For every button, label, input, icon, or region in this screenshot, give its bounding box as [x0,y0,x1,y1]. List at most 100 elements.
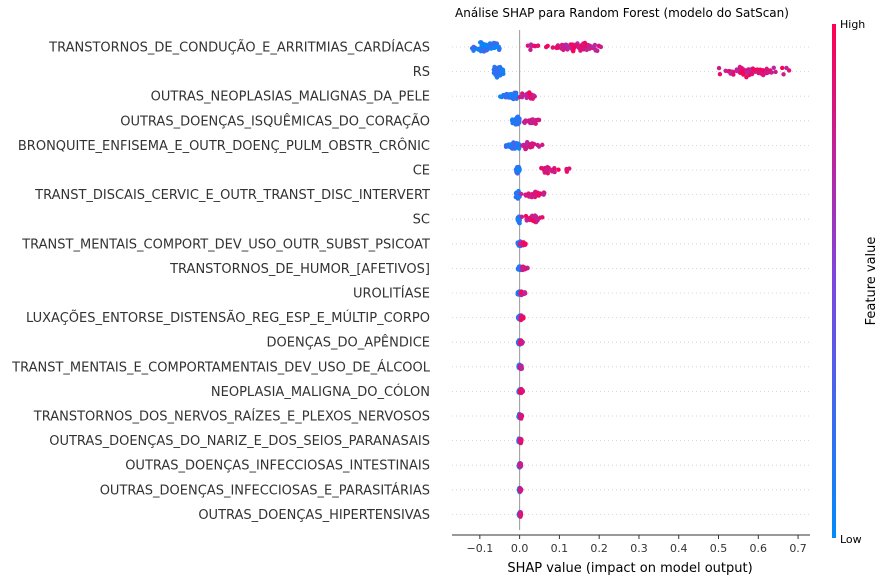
point-high [517,242,522,247]
point-low [494,70,499,75]
point-high [531,43,537,48]
point-high [760,68,765,73]
point-high [529,218,535,223]
point-high [522,290,527,296]
point-low [493,66,499,71]
feature-row: NEOPLASIA_MALIGNA_DO_CÓLON [211,384,810,400]
feature-row: TRANSTORNOS_DOS_NERVOS_RAÍZES_E_PLEXOS_N… [33,409,810,425]
point-low [496,44,501,49]
x-axis: −0.1 0.0 0.1 0.2 0.3 0.4 0.5 0.6 0.7 [452,534,810,555]
point-high [570,48,576,54]
feature-row: TRANSTORNOS_DE_HUMOR_[AFETIVOS] [169,262,810,277]
x-axis-title: SHAP value (impact on model output) [507,561,752,576]
feature-label: TRANSTORNOS_DOS_NERVOS_RAÍZES_E_PLEXOS_N… [33,409,430,425]
x-tick-label: 0.4 [670,542,688,555]
point-low [511,140,516,146]
colorbar-title: Feature value [864,237,879,326]
point-high [518,462,523,467]
point-high [554,45,559,50]
point-high [773,69,778,75]
point-high [552,169,557,175]
feature-row: TRANSTORNOS_DE_CONDUÇÃO_E_ARRITMIAS_CARD… [48,40,810,56]
point-high [564,169,570,174]
point-high [545,43,550,49]
feature-label: TRANSTORNOS_DE_HUMOR_[AFETIVOS] [169,262,430,277]
point-high [519,214,525,220]
feature-row: LUXAÇÕES_ENTORSE_DISTENSÃO_REG_ESP_E_MÚL… [26,310,810,326]
point-high [517,487,523,493]
feature-label: BRONQUITE_ENFISEMA_E_OUTR_DOENÇ_PULM_OBS… [18,138,430,154]
point-high [518,191,524,197]
point-high [518,512,523,517]
point-high [560,46,565,51]
point-high [533,189,538,195]
feature-label: OUTRAS_DOENÇAS_INFECCIOSAS_E_PARASITÁRIA… [100,482,430,498]
feature-label: OUTRAS_DOENÇAS_INFECCIOSAS_INTESTINAIS [125,459,430,474]
feature-label: LUXAÇÕES_ENTORSE_DISTENSÃO_REG_ESP_E_MÚL… [26,310,430,326]
point-high [520,388,525,393]
feature-label: OUTRAS_NEOPLASIAS_MALIGNAS_DA_PELE [151,90,430,105]
x-tick-label: 0.2 [590,542,608,555]
point-high [528,47,533,53]
feature-row: OUTRAS_DOENÇAS_DO_NARIZ_E_DOS_SEIOS_PARA… [49,434,810,449]
point-high [717,71,723,77]
feature-row: OUTRAS_NEOPLASIAS_MALIGNAS_DA_PELE [151,90,810,105]
feature-label: OUTRAS_DOENÇAS_HIPERTENSIVAS [198,508,430,523]
point-high [541,192,546,197]
point-high [540,142,545,148]
point-high [523,266,528,271]
point-high [522,120,527,126]
x-tick-label: 0.0 [511,542,529,555]
x-tick-label: 0.7 [789,542,807,555]
feature-label: CE [413,164,430,179]
x-tick-label: 0.5 [710,542,728,555]
point-low [471,44,476,50]
point-high [556,167,561,172]
point-high [518,413,523,419]
point-high [524,92,529,97]
point-high [520,93,525,99]
feature-label: UROLITÍASE [353,286,430,302]
feature-row: CE [413,164,810,179]
point-high [531,120,537,126]
point-low [476,47,481,52]
point-high [734,68,740,74]
point-low [507,142,512,148]
point-low [504,94,509,99]
point-low [478,40,483,45]
point-high [536,117,542,123]
point-high [529,142,535,148]
point-high [769,70,774,75]
point-high [520,339,525,345]
point-high [527,91,532,96]
feature-rows: TRANSTORNOS_DE_CONDUÇÃO_E_ARRITMIAS_CARD… [11,30,810,530]
feature-label: TRANSTORNOS_DE_CONDUÇÃO_E_ARRITMIAS_CARD… [48,40,430,56]
point-low [482,48,488,53]
x-tick-label: −0.1 [466,542,493,555]
point-high [596,43,602,49]
feature-label: SC [413,213,430,228]
point-high [781,72,786,77]
colorbar-low-label: Low [840,533,862,546]
point-high [531,93,537,98]
chart-title: Análise SHAP para Random Forest (modelo … [455,6,789,20]
feature-label: DOENÇAS_DO_APÊNDICE [267,335,430,351]
feature-row: OUTRAS_DOENÇAS_INFECCIOSAS_INTESTINAIS [125,459,810,474]
point-low [491,45,496,51]
feature-row: OUTRAS_DOENÇAS_HIPERTENSIVAS [198,508,810,523]
colorbar [832,24,836,538]
point-high [585,42,591,48]
point-low [515,167,521,173]
point-low [503,143,509,148]
feature-row: TRANST_MENTAIS_E_COMPORTAMENTAIS_DEV_USO… [11,359,810,375]
point-high [519,366,525,371]
point-low [500,68,505,74]
feature-row: RS [413,64,810,80]
point-high [566,45,571,51]
point-high [771,65,776,71]
point-high [560,42,565,48]
feature-row: DOENÇAS_DO_APÊNDICE [267,335,810,351]
point-high [752,67,757,72]
feature-label: TRANST_MENTAIS_E_COMPORTAMENTAIS_DEV_USO… [11,359,431,375]
